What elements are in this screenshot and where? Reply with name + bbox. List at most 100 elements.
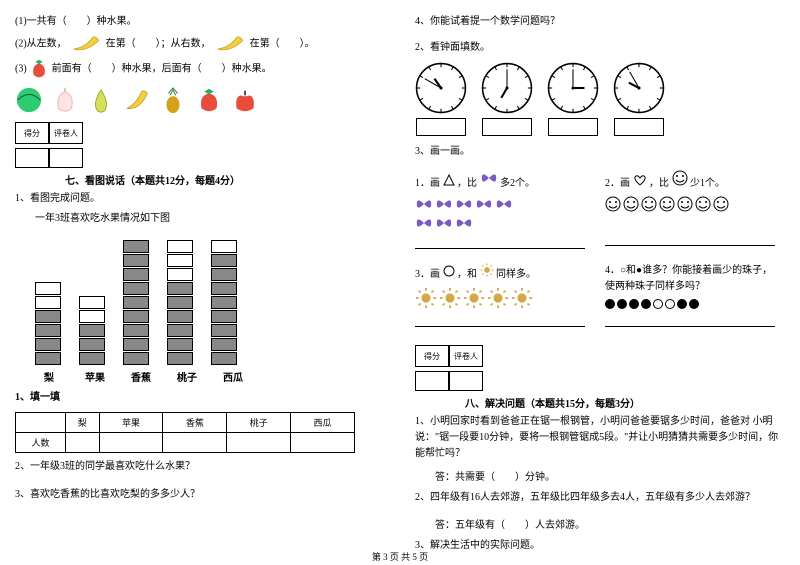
right-column: 4、你能试着提一个数学问题吗？ 2、看钟面填数。 3、画一画。 1．画 ，比 多… <box>400 0 800 550</box>
question-3: (3) 前面有（ ）种水果，后面有（ ）种水果。 <box>15 58 385 80</box>
clock-icon <box>547 62 599 114</box>
question-4: 4、你能试着提一个数学问题吗？ <box>415 14 785 30</box>
answer-1: 答：共需要（ ）分钟。 <box>435 470 785 486</box>
left-column: (1)一共有（ ）种水果。 (2)从左数， 在第（ ）；从右数， 在第（ ）。 … <box>0 0 400 550</box>
t: 3．画 <box>415 269 440 280</box>
sun-icon <box>511 287 533 309</box>
answer-line <box>605 232 775 246</box>
clock-icon <box>481 62 533 114</box>
clock-row <box>415 62 785 136</box>
worksheet-page: (1)一共有（ ）种水果。 (2)从左数， 在第（ ）；从右数， 在第（ ）。 … <box>0 0 800 550</box>
label-pear: 梨 <box>35 369 63 384</box>
q3-text-b: 前面有（ ）种水果，后面有（ ）种水果。 <box>52 63 272 74</box>
answer-line <box>415 235 585 249</box>
label-banana: 香蕉 <box>127 369 155 384</box>
dots-row <box>605 299 775 309</box>
th-banana: 香蕉 <box>163 413 227 433</box>
filled-dot-icon <box>689 299 699 309</box>
heart-icon <box>633 174 647 186</box>
th-apple: 苹果 <box>99 413 163 433</box>
bar-apple <box>79 239 105 365</box>
butterfly-icon <box>455 215 473 231</box>
t: ，比 <box>457 178 477 189</box>
sun-icon <box>415 287 437 309</box>
problem-1: 1、小明回家时看到爸爸正在锯一根钢管，小明问爸爸要锯多少时间，爸爸对 小明说："… <box>415 414 785 462</box>
triangle-icon <box>443 174 455 186</box>
clock-unit-4 <box>613 62 665 136</box>
t: 1．画 <box>415 178 440 189</box>
banana-icon <box>69 34 103 54</box>
answer-2: 答：五年级有（ ）人去郊游。 <box>435 518 785 534</box>
bar-pear <box>35 239 61 365</box>
smiley-icon <box>677 196 693 212</box>
filled-dot-icon <box>605 299 615 309</box>
score-box-2: 得分 评卷人 <box>415 345 785 367</box>
problem-2: 2、四年级有16人去郊游，五年级比四年级多去4人，五年级有多少人去郊游？ <box>415 490 785 506</box>
question-1: (1)一共有（ ）种水果。 <box>15 14 385 30</box>
banana-icon <box>123 86 151 114</box>
smiley-icon <box>713 196 729 212</box>
bar-labels: 梨 苹果 香蕉 桃子 西瓜 <box>35 369 385 384</box>
empty-dot-icon <box>665 299 675 309</box>
draw-4-text: 4．○和●谁多？你能接着画少的珠子，使两种珠子同样多吗？ <box>605 263 775 295</box>
answer-line <box>415 313 585 327</box>
section-7-title: 七、看图说话（本题共12分，每题4分） <box>65 172 385 187</box>
sun-icon <box>480 263 494 277</box>
clock-unit-2 <box>481 62 533 136</box>
t: ，和 <box>457 269 477 280</box>
clock-answer-box <box>614 118 664 136</box>
clock-answer-box <box>416 118 466 136</box>
cell-blank <box>66 433 100 453</box>
draw-cell-1: 1．画 ，比 多2个。 <box>415 166 585 253</box>
bar-watermelon <box>211 239 237 365</box>
butterfly-icon <box>475 196 493 212</box>
t: 多2个。 <box>500 178 535 189</box>
clock-answer-box <box>482 118 532 136</box>
chart-intro-1: 1、看图完成问题。 <box>15 191 385 207</box>
circle-icon <box>443 265 455 277</box>
draw-3-text: 3．画 ，和 同样多。 <box>415 263 585 283</box>
sun-icon <box>487 287 509 309</box>
chart-intro-2: 一年3班喜欢吃水果情况如下图 <box>35 211 385 227</box>
apple-icon <box>231 86 259 114</box>
q2-text-c: 在第（ ）。 <box>250 38 315 49</box>
cell-blank <box>163 433 227 453</box>
t: ，比 <box>649 178 669 189</box>
question-2: (2)从左数， 在第（ ）；从右数， 在第（ ）。 <box>15 34 385 54</box>
page-footer: 第 3 页 共 5 页 <box>0 550 800 563</box>
fruit-lineup <box>15 86 385 114</box>
smiley-icon <box>672 170 688 186</box>
grader-blank <box>449 371 483 391</box>
draw-cell-2: 2．画 ，比 少1个。 <box>605 166 775 253</box>
t: 2．画 <box>605 178 630 189</box>
sub-q2: 2、一年级3班的同学最喜欢吃什么水果？ <box>15 459 385 475</box>
filled-dot-icon <box>677 299 687 309</box>
cell-blank <box>227 433 291 453</box>
watermelon-icon <box>15 86 43 114</box>
filled-dot-icon <box>641 299 651 309</box>
empty-dot-icon <box>653 299 663 309</box>
score-box: 得分 评卷人 <box>15 122 385 144</box>
smiley-icon <box>605 196 621 212</box>
t: 少1个。 <box>690 178 725 189</box>
th-pear: 梨 <box>66 413 100 433</box>
banana-icon <box>213 34 247 54</box>
t: 同样多。 <box>496 269 536 280</box>
smiley-icon <box>641 196 657 212</box>
draw-cell-4: 4．○和●谁多？你能接着画少的珠子，使两种珠子同样多吗？ <box>605 259 775 331</box>
score-label: 得分 <box>15 122 49 144</box>
butterfly-icon <box>415 215 433 231</box>
butterfly-icon <box>455 196 473 212</box>
table-row: 人数 <box>16 433 355 453</box>
bar-chart <box>35 235 385 365</box>
smiley-icon <box>695 196 711 212</box>
label-watermelon: 西瓜 <box>219 369 247 384</box>
score-blank <box>15 148 49 168</box>
th-peach: 桃子 <box>227 413 291 433</box>
butterfly-row <box>415 215 585 231</box>
butterfly-icon <box>435 215 453 231</box>
strawberry-icon <box>29 58 49 80</box>
butterfly-icon <box>480 170 498 186</box>
smiley-icon <box>623 196 639 212</box>
bar-peach <box>167 239 193 365</box>
